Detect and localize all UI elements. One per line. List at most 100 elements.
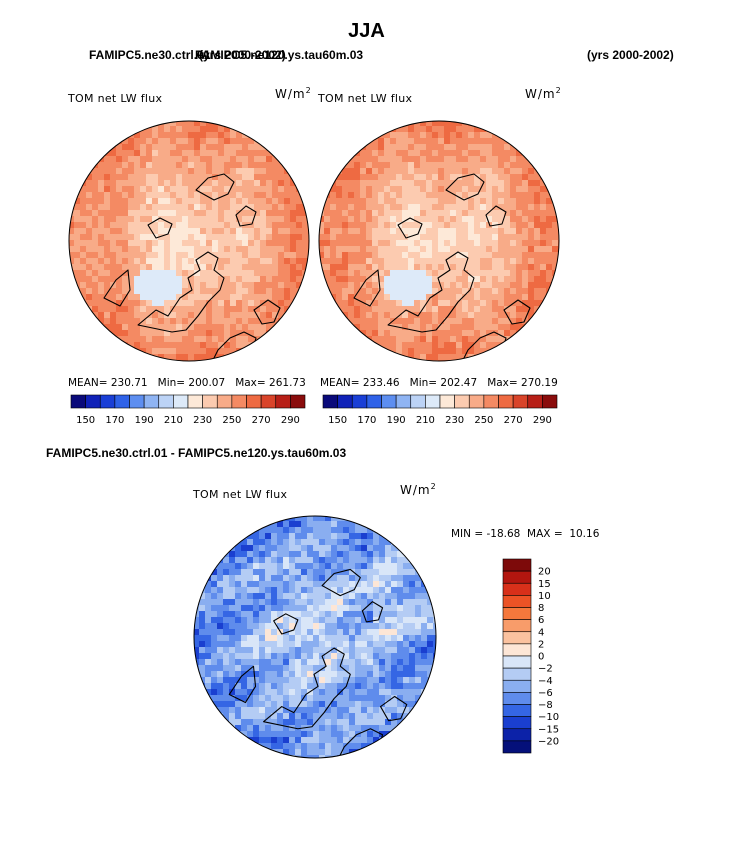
colorbar-tick-label: 250 — [222, 415, 241, 426]
panel1-mean-label: MEAN= — [68, 377, 108, 389]
colorbar-tick-label: −15 — [538, 724, 559, 735]
colorbar-swatch — [502, 607, 532, 620]
colorbar-swatch — [502, 667, 532, 681]
colorbar-swatch — [502, 679, 532, 693]
colorbar-swatch — [337, 394, 353, 409]
colorbar-swatch — [502, 704, 532, 717]
colorbar-swatch — [498, 394, 514, 409]
colorbar-swatch — [502, 558, 532, 572]
colorbar-swatch — [542, 394, 558, 409]
colorbar-swatch — [114, 394, 130, 409]
right-case-label: FAMIPC5.ne120.ys.tau60m.03 — [195, 48, 364, 62]
map-boundary — [68, 120, 310, 362]
panel3-polar-map — [193, 515, 437, 759]
panel1-stats: MEAN= 230.71 Min= 200.07 Max= 261.73 — [68, 377, 306, 389]
colorbar-tick-label: 0 — [538, 652, 544, 663]
coastline — [333, 728, 384, 758]
colorbar-swatch — [99, 394, 116, 409]
colorbar-swatch — [70, 394, 86, 409]
panel2-mean-value: 233.46 — [362, 377, 400, 389]
colorbar-tick-label: 190 — [135, 415, 154, 426]
coastline — [147, 217, 173, 239]
colorbar-swatch — [158, 394, 174, 409]
colorbar-swatch — [502, 728, 532, 742]
panel1-min-value: 200.07 — [188, 377, 226, 389]
colorbar-swatch — [502, 692, 532, 705]
coastline — [228, 665, 257, 704]
colorbar-tick-label: 270 — [504, 415, 523, 426]
panel2-colorbar: 150 170 190 210 230 250 270 290 — [322, 394, 558, 426]
panel1-units: W/m2 — [275, 86, 312, 101]
panel3-stats: MIN = -18.68 MAX = 10.16 — [451, 528, 599, 540]
panel2-max-label: Max= — [487, 377, 518, 389]
colorbar-tick-label: 190 — [387, 415, 406, 426]
colorbar-swatch — [381, 394, 397, 409]
colorbar-swatch — [502, 595, 532, 608]
panel2-units: W/m2 — [525, 86, 562, 101]
coastline — [235, 205, 257, 227]
colorbar-swatch — [202, 394, 218, 409]
difference-title: FAMIPC5.ne30.ctrl.01 - FAMIPC5.ne120.ys.… — [46, 446, 347, 460]
panel3-units: W/m2 — [400, 482, 437, 497]
colorbar-tick-label: 230 — [193, 415, 212, 426]
panel1-max-value: 261.73 — [269, 377, 306, 389]
colorbar-tick-label: −4 — [538, 676, 553, 687]
colorbar-swatch — [454, 394, 470, 409]
panel1-max-label: Max= — [235, 377, 266, 389]
colorbar-tick-label: 2 — [538, 639, 544, 650]
colorbar-swatch — [502, 740, 532, 754]
panel3-min-label: MIN = — [451, 528, 484, 540]
coastline — [353, 269, 381, 307]
coastline — [321, 568, 361, 597]
colorbar-swatch — [322, 394, 338, 409]
coastline — [485, 205, 507, 227]
coastline — [379, 695, 408, 722]
panel2-mean-label: MEAN= — [320, 377, 360, 389]
colorbar-swatch — [351, 394, 368, 409]
left-case-label: FAMIPC5.ne30.ctrl.01 — [89, 48, 211, 62]
colorbar-swatch — [502, 582, 532, 596]
colorbar-swatch — [410, 394, 426, 409]
coastline — [137, 251, 225, 333]
colorbar-tick-label: −2 — [538, 664, 553, 675]
colorbar-tick-label: 170 — [357, 415, 376, 426]
coastline — [273, 613, 299, 635]
colorbar-swatch — [468, 394, 485, 409]
colorbar-tick-label: 170 — [105, 415, 124, 426]
colorbar-tick-label: 8 — [538, 603, 544, 614]
colorbar-tick-label: −10 — [538, 712, 559, 723]
colorbar-swatch — [502, 570, 532, 584]
colorbar-tick-label: 6 — [538, 615, 544, 626]
colorbar-tick-label: 10 — [538, 591, 551, 602]
coastline — [387, 251, 475, 333]
panel2-max-value: 270.19 — [521, 377, 558, 389]
colorbar-tick-label: 290 — [533, 415, 552, 426]
colorbar-swatch — [290, 394, 306, 409]
coastline — [207, 331, 257, 361]
coastline — [457, 331, 507, 361]
panel1-polar-map — [68, 120, 310, 362]
panel3-variable-label: TOM net LW flux — [193, 488, 288, 501]
map-boundary — [318, 120, 560, 362]
colorbar-tick-label: 4 — [538, 627, 544, 638]
colorbar-tick-label: 210 — [416, 415, 435, 426]
panel2-variable-label: TOM net LW flux — [318, 92, 413, 105]
colorbar-swatch — [129, 394, 145, 409]
colorbar-tick-label: 210 — [164, 415, 183, 426]
colorbar-swatch — [246, 394, 262, 409]
coastline — [195, 173, 235, 201]
colorbar-tick-label: −6 — [538, 688, 553, 699]
colorbar-tick-label: 290 — [281, 415, 300, 426]
panel1-variable-label: TOM net LW flux — [68, 92, 163, 105]
colorbar-swatch — [527, 394, 543, 409]
colorbar-swatch — [275, 394, 291, 409]
colorbar-swatch — [187, 394, 203, 409]
colorbar-tick-label: 15 — [538, 579, 551, 590]
panel3-min-value: -18.68 — [486, 528, 521, 540]
colorbar-tick-label: −8 — [538, 700, 553, 711]
colorbar-swatch — [216, 394, 233, 409]
colorbar-swatch — [502, 716, 532, 730]
panel3-max-value: 10.16 — [569, 528, 600, 540]
colorbar-swatch — [502, 643, 532, 657]
coastline — [253, 299, 281, 325]
